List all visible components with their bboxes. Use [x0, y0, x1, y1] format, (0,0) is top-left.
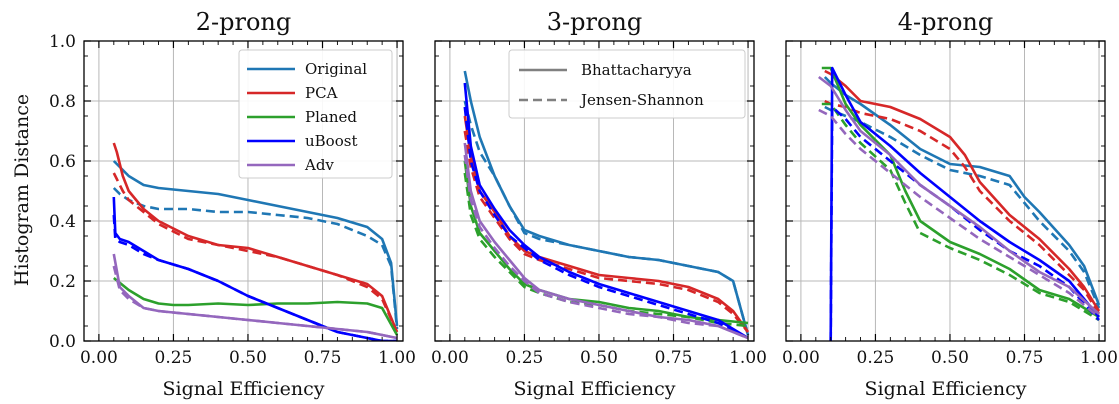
series-group: [112, 142, 399, 341]
x-tick-label: 0.00: [80, 348, 118, 368]
x-tick-label: 1.00: [378, 348, 416, 368]
plot-frame: [83, 40, 404, 342]
legend-styles: Bhattacharyya Jensen-Shannon: [508, 49, 746, 119]
x-tick-label: 0.00: [431, 348, 469, 368]
series-line-uboost-jensen-shannon: [829, 105, 1100, 341]
series-line-original-bhattacharyya: [112, 160, 399, 327]
legend-label-jensen-shannon: Jensen-Shannon: [579, 91, 704, 109]
series-line-planed-bhattacharyya: [112, 276, 399, 336]
x-tick-label: 1.00: [1080, 348, 1118, 368]
y-tick-label: 1.0: [49, 32, 76, 52]
series-group: [463, 70, 750, 340]
panel-title: 4-prong: [898, 8, 993, 36]
legend-label-pca: PCA: [305, 84, 338, 102]
x-tick-label: 0.50: [229, 348, 267, 368]
x-tick-label: 0.50: [931, 348, 969, 368]
series-line-adv-bhattacharyya: [818, 75, 1100, 315]
series-line-original-bhattacharyya: [823, 76, 1101, 306]
series-line-pca-jensen-shannon: [824, 99, 1101, 315]
legend-label-uboost: uBoost: [305, 132, 357, 150]
series-line-adv-jensen-shannon: [818, 108, 1100, 319]
y-tick-label: 0.8: [49, 92, 76, 112]
legend-label-bhattacharyya: Bhattacharyya: [581, 61, 692, 79]
y-tick-label: 0.0: [49, 332, 76, 352]
series-line-adv-bhattacharyya: [463, 142, 749, 340]
series-line-uboost-jensen-shannon: [463, 106, 749, 340]
series-line-planed-jensen-shannon: [463, 172, 749, 328]
panel-3-prong: 0.00 0.25 0.50 0.75 1.00 3-prong Signal Effici…: [431, 8, 767, 400]
series-line-pca-bhattacharyya: [824, 69, 1101, 312]
legend-box: [238, 49, 393, 179]
panel-title: 2-prong: [196, 8, 291, 36]
y-tick-label: 0.4: [49, 212, 76, 232]
y-axis-label: Histogram Distance: [11, 94, 33, 286]
x-tick-label: 0.75: [304, 348, 342, 368]
plot-frame: [785, 40, 1106, 342]
x-tick-label: 0.50: [580, 348, 618, 368]
legend-label-adv: Adv: [304, 156, 334, 174]
x-tick-label: 0.00: [782, 348, 820, 368]
x-tick-label: 0.25: [155, 348, 193, 368]
series-line-uboost-jensen-shannon: [112, 214, 397, 341]
series-line-original-jensen-shannon: [824, 105, 1101, 309]
panel-title: 3-prong: [547, 8, 642, 36]
series-line-planed-jensen-shannon: [821, 102, 1100, 322]
series-line-uboost-bhattacharyya: [829, 66, 1101, 341]
x-axis-label: Signal Efficiency: [163, 378, 325, 400]
x-axis-label: Signal Efficiency: [514, 378, 676, 400]
y-tick-label: 0.6: [49, 152, 76, 172]
series-line-pca-jensen-shannon: [112, 172, 399, 333]
series-line-uboost-bhattacharyya: [463, 82, 749, 340]
x-tick-label: 0.75: [655, 348, 693, 368]
series-line-pca-bhattacharyya: [463, 115, 750, 333]
panel-2-prong: 0.00 0.25 0.50 0.75 1.00 0.0 0.2 0.4 0.6 0.8 1.0 2-…: [49, 8, 416, 400]
series-line-original-jensen-shannon: [463, 100, 750, 336]
x-axis-label: Signal Efficiency: [865, 378, 1027, 400]
series-line-original-jensen-shannon: [112, 187, 399, 330]
series-group: [818, 66, 1101, 341]
plot-frame: [434, 40, 755, 342]
legend-methods: Original PCA Planed uBoost Adv: [238, 49, 393, 179]
legend-box: [508, 49, 746, 119]
x-tick-label: 0.25: [857, 348, 895, 368]
y-tick-label: 0.2: [49, 272, 76, 292]
legend-label-planed: Planed: [305, 108, 357, 126]
x-tick-label: 0.75: [1006, 348, 1044, 368]
series-line-planed-bhattacharyya: [821, 66, 1100, 319]
x-tick-label: 1.00: [729, 348, 767, 368]
legend-label-original: Original: [305, 60, 367, 78]
x-tick-label: 0.25: [506, 348, 544, 368]
series-line-original-bhattacharyya: [463, 70, 750, 336]
panel-4-prong: 0.00 0.25 0.50 0.75 1.00 4-prong Signal Effici…: [782, 8, 1118, 400]
series-line-pca-jensen-shannon: [463, 130, 750, 333]
series-line-adv-jensen-shannon: [112, 265, 398, 340]
series-line-adv-jensen-shannon: [463, 154, 749, 340]
series-line-planed-bhattacharyya: [463, 160, 749, 325]
series-line-adv-bhattacharyya: [112, 253, 398, 340]
